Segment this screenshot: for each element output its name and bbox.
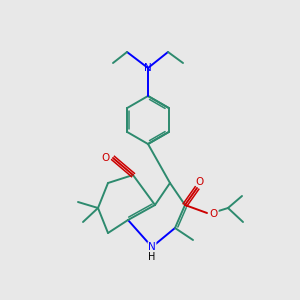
Text: H: H (148, 252, 156, 262)
Text: N: N (148, 242, 156, 252)
Text: N: N (144, 63, 152, 73)
Text: O: O (196, 177, 204, 187)
Text: O: O (210, 209, 218, 219)
Text: O: O (102, 153, 110, 163)
